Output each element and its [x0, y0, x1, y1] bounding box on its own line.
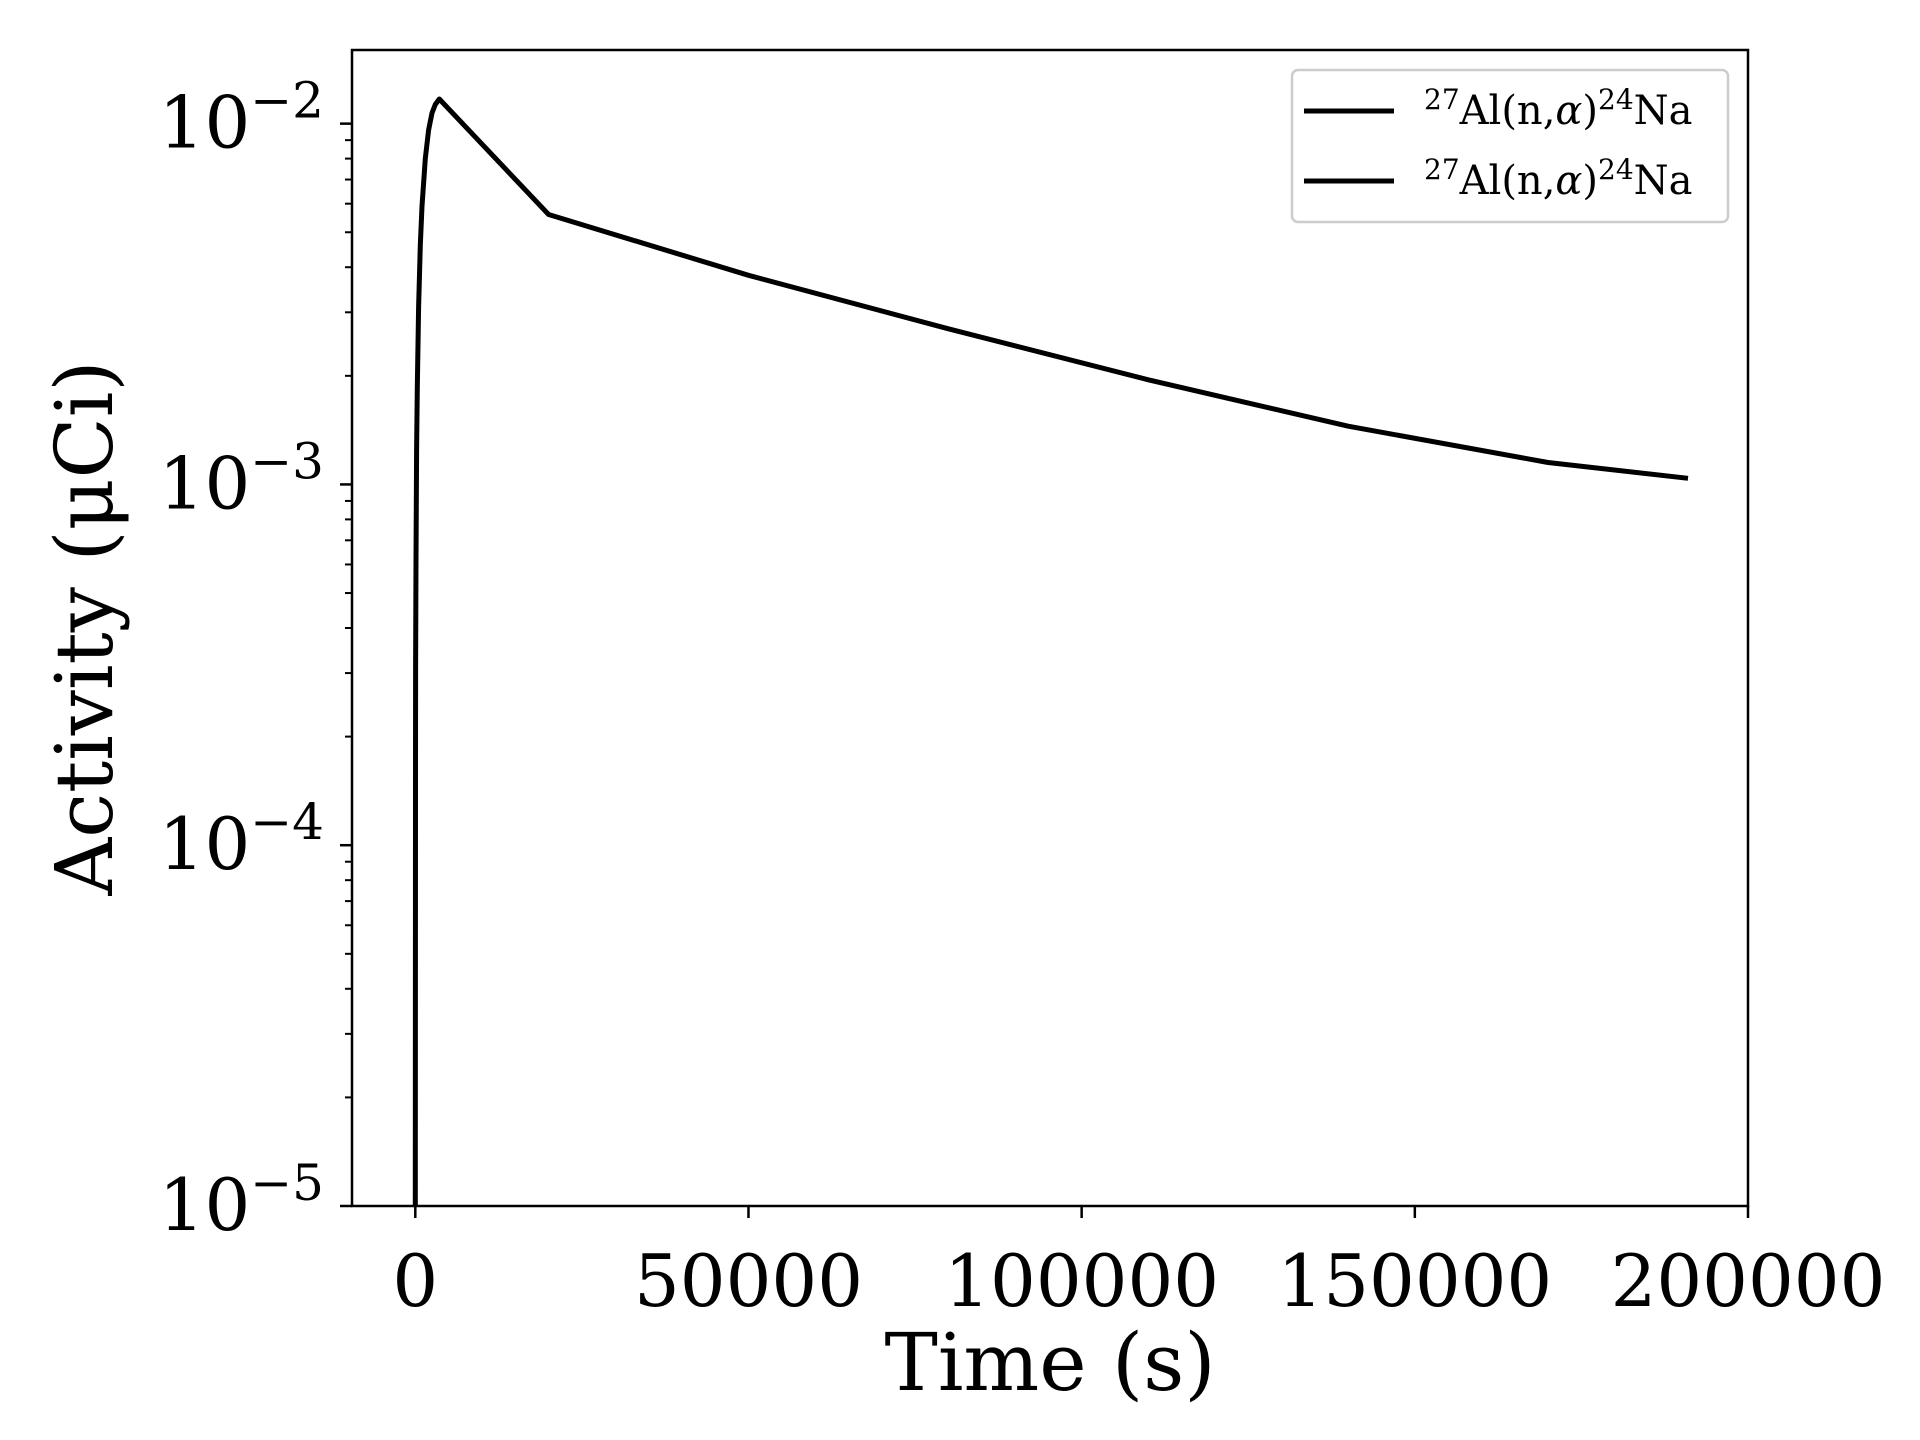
- y-axis-title: Activity (μCi): [38, 360, 131, 896]
- y-tick-exponent: −3: [250, 432, 324, 490]
- y-tick-label: 10−4: [159, 793, 324, 886]
- y-tick-base: 10: [159, 441, 251, 525]
- x-tick-label: 50000: [634, 1239, 863, 1323]
- legend-label-part: α: [1555, 88, 1582, 134]
- legend-label-part: 24: [1598, 83, 1634, 116]
- legend-label-part: Na: [1634, 88, 1693, 134]
- legend-label-part: Al(n,: [1459, 88, 1556, 134]
- x-axis-ticks: 0 50000 100000 150000 200000: [392, 1206, 1885, 1323]
- y-tick-exponent: −5: [250, 1154, 324, 1212]
- x-axis-title: Time (s): [884, 1316, 1215, 1409]
- y-tick-label: 10−2: [159, 72, 324, 165]
- legend-label-part: Na: [1634, 158, 1693, 204]
- y-tick-exponent: −4: [250, 793, 324, 851]
- legend-label-part: ): [1582, 88, 1598, 134]
- legend-label-part: 27: [1424, 83, 1460, 116]
- x-tick-label: 200000: [1611, 1239, 1886, 1323]
- x-tick-label: 0: [392, 1239, 438, 1323]
- y-axis-ticks: 10−510−410−310−2: [159, 72, 352, 1247]
- y-tick-label: 10−3: [159, 432, 324, 525]
- legend-label-part: α: [1555, 158, 1582, 204]
- legend-label-part: Al(n,: [1459, 158, 1556, 204]
- legend-label-part: ): [1582, 158, 1598, 204]
- legend-label-0: 27Al(n,α)24Na: [1424, 83, 1693, 134]
- y-tick-base: 10: [159, 802, 251, 886]
- y-tick-base: 10: [159, 1163, 251, 1247]
- series-line-0: [412, 96, 1689, 1207]
- x-tick-label: 100000: [944, 1239, 1219, 1323]
- x-tick-label: 150000: [1277, 1239, 1552, 1323]
- legend-label-part: 24: [1598, 153, 1634, 186]
- plot-lines: [412, 96, 1689, 1207]
- legend-label-part: 27: [1424, 153, 1460, 186]
- y-tick-base: 10: [159, 81, 251, 165]
- legend-frame: [1290, 68, 1730, 224]
- y-tick-label: 10−5: [159, 1154, 324, 1247]
- legend-label-1: 27Al(n,α)24Na: [1424, 153, 1693, 204]
- y-tick-exponent: −2: [250, 72, 324, 130]
